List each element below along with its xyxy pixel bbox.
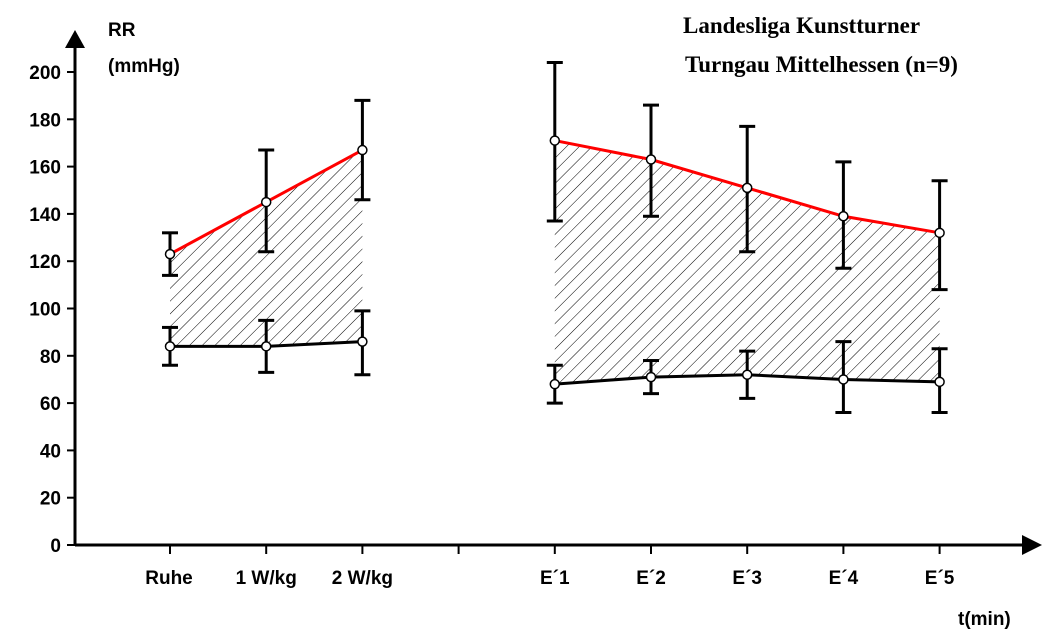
- x-axis-label: t(min): [958, 609, 1011, 630]
- x-tick-label: 2 W/kg: [332, 568, 393, 589]
- systolic-point: [838, 211, 849, 222]
- y-axis-ticks: 0 20 40 60 80 100 120 140 160 180 200: [29, 63, 75, 557]
- x-axis-ticks: Ruhe 1 W/kg 2 W/kg E´1 E´2 E´3 E´4 E´5: [145, 545, 955, 589]
- y-tick-label: 140: [29, 205, 61, 226]
- diastolic-point: [838, 374, 849, 385]
- diastolic-point: [934, 376, 945, 388]
- axes: [65, 30, 1042, 555]
- systolic-point: [549, 135, 561, 146]
- y-tick-label: 200: [29, 63, 61, 84]
- y-axis-label-line-1: RR: [108, 20, 136, 41]
- systolic-point: [357, 144, 368, 156]
- diastolic-point: [549, 378, 561, 390]
- diastolic-point: [645, 371, 657, 383]
- x-axis-arrow: [1022, 535, 1042, 555]
- systolic-point: [260, 196, 272, 208]
- y-tick-label: 80: [40, 347, 61, 368]
- y-tick-label: 40: [40, 441, 61, 462]
- systolic-point: [645, 154, 657, 165]
- chart-title-line-1: Landesliga Kunstturner: [683, 13, 920, 38]
- y-tick-label: 160: [29, 158, 61, 179]
- diastolic-point: [357, 336, 368, 347]
- x-tick-label: E´4: [829, 568, 859, 589]
- y-tick-label: 60: [40, 394, 61, 415]
- data-points: [164, 135, 945, 390]
- y-tick-label: 180: [29, 110, 61, 131]
- y-tick-label: 120: [29, 252, 61, 273]
- y-axis-label-line-2: (mmHg): [108, 56, 180, 77]
- x-tick-label: E´3: [732, 568, 762, 589]
- diastolic-point: [741, 369, 753, 380]
- systolic-point: [164, 248, 176, 260]
- y-axis-arrow: [65, 30, 85, 48]
- systolic-point: [741, 182, 753, 194]
- x-tick-label: E´5: [925, 568, 955, 589]
- y-tick-label: 20: [40, 489, 61, 510]
- x-tick-label: E´1: [540, 568, 570, 589]
- systolic-point: [934, 227, 945, 239]
- x-tick-label: E´2: [636, 568, 666, 589]
- y-tick-label: 0: [50, 536, 61, 557]
- x-tick-label: Ruhe: [145, 568, 193, 589]
- x-tick-label: 1 W/kg: [236, 568, 297, 589]
- diastolic-point: [164, 341, 176, 352]
- chart-title-line-2: Turngau Mittelhessen (n=9): [685, 52, 958, 77]
- y-tick-label: 100: [29, 300, 61, 321]
- diastolic-point: [260, 341, 272, 352]
